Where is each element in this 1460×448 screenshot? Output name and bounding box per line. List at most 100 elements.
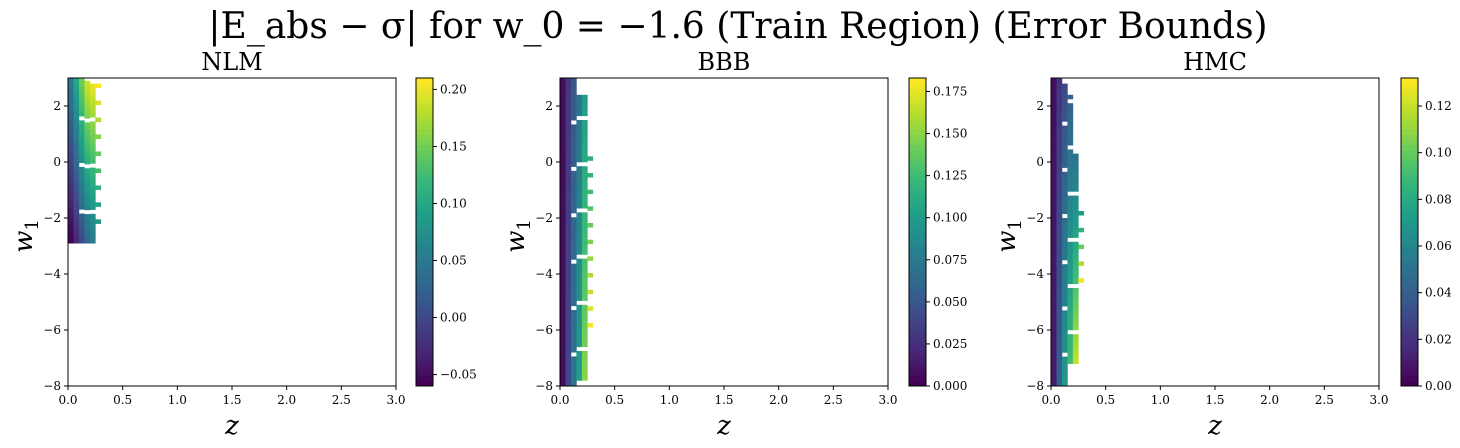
heatmap-cell	[1067, 351, 1074, 356]
heatmap-cell	[581, 288, 588, 293]
heatmap-cell	[565, 310, 572, 315]
colorbar-band	[1401, 144, 1418, 151]
heatmap-cell	[565, 352, 572, 357]
heatmap-cells-hmc	[1051, 78, 1085, 387]
colorbar-band	[416, 329, 433, 336]
heatmap-cell	[560, 196, 566, 201]
heatmap-cell	[1051, 107, 1057, 113]
heatmap-cell	[1072, 271, 1079, 276]
heatmap-cell	[576, 321, 583, 327]
heatmap-cell	[68, 226, 74, 231]
heatmap-cell	[1056, 250, 1063, 256]
heatmap-cell	[565, 99, 572, 104]
y-label-sub: 1	[22, 219, 43, 230]
heatmap-cell	[84, 180, 91, 186]
y-tick-label: 2	[1036, 99, 1044, 113]
heatmap-cell	[1051, 272, 1057, 277]
heatmap-cell	[1051, 141, 1057, 146]
colorbar-band	[416, 196, 433, 202]
colorbar-band	[1401, 93, 1418, 100]
heatmap-cell	[1072, 162, 1079, 167]
colorbar-band	[416, 334, 433, 341]
heatmap-cell	[581, 355, 588, 360]
heatmap-cell	[1061, 209, 1068, 215]
heatmap-cell	[560, 141, 566, 146]
heatmap-cell	[68, 192, 74, 197]
heatmap-cell	[570, 208, 577, 214]
heatmap-cell	[565, 364, 572, 370]
heatmap-cell	[1072, 317, 1079, 322]
heatmap-cell	[1067, 304, 1074, 310]
heatmap-cell	[576, 103, 583, 108]
colorbar-band	[909, 293, 926, 300]
heatmap-cell	[1051, 280, 1057, 286]
heatmap-cell	[1051, 284, 1057, 290]
heatmap-cell	[560, 225, 566, 231]
heatmap-cell	[576, 136, 583, 142]
heatmap-cell	[560, 170, 566, 176]
heatmap-cell	[560, 259, 566, 264]
heatmap-cell	[560, 322, 566, 328]
colorbar-band	[909, 160, 926, 166]
y-tick-label: −4	[1026, 267, 1044, 281]
heatmap-cell	[68, 188, 74, 193]
heatmap-cell	[587, 156, 594, 161]
heatmap-cell	[560, 305, 566, 311]
heatmap-cell	[1072, 321, 1079, 327]
heatmap-cell	[576, 111, 583, 117]
heatmap-cell	[565, 149, 572, 155]
heatmap-cell	[1051, 124, 1057, 129]
heatmap-cell	[89, 171, 96, 177]
heatmap-cell	[73, 116, 80, 121]
heatmap-cell	[1072, 174, 1079, 180]
heatmap-cell	[565, 318, 572, 324]
colorbar-band	[909, 262, 926, 269]
heatmap-cell	[570, 280, 577, 286]
heatmap-cell	[576, 351, 583, 356]
heatmap-cell	[1056, 137, 1063, 142]
heatmap-cell	[1067, 132, 1074, 138]
heatmap-cell	[565, 280, 572, 286]
heatmap-cell	[1061, 163, 1068, 168]
x-tick-label: 3.0	[386, 393, 405, 407]
heatmap-cell	[1067, 271, 1074, 276]
heatmap-cell	[587, 206, 594, 211]
colorbar-band	[1401, 160, 1418, 166]
x-tick-label: 1.5	[222, 393, 241, 407]
x-tick-label: 0.0	[1041, 393, 1060, 407]
heatmap-cell	[570, 373, 577, 378]
colorbar-band	[909, 344, 926, 351]
heatmap-cell	[581, 174, 588, 180]
heatmap-cell	[570, 314, 577, 319]
y-axis-label-hmc: w1	[992, 219, 1026, 253]
heatmap-cell	[1061, 230, 1068, 236]
heatmap-cell	[1067, 233, 1074, 238]
heatmap-cell	[68, 99, 74, 104]
colorbar-band	[1401, 319, 1418, 325]
heatmap-cell	[570, 90, 577, 96]
heatmap-cell	[570, 196, 577, 201]
heatmap-cell	[565, 343, 572, 349]
heatmap-cell	[565, 259, 572, 264]
heatmap-cell	[1061, 92, 1068, 97]
colorbar-band	[1401, 293, 1418, 300]
heatmap-cell	[73, 166, 80, 172]
heatmap-cell	[84, 234, 91, 240]
heatmap-cell	[73, 124, 80, 130]
colorbar-tick-label: 0.000	[933, 379, 967, 393]
colorbar-band	[909, 129, 926, 135]
colorbar-band	[416, 180, 433, 187]
heatmap-cell	[73, 171, 80, 176]
heatmap-cell	[581, 124, 588, 129]
heatmap-cell	[560, 343, 566, 349]
heatmap-cell	[1072, 241, 1079, 247]
heatmap-cell	[1067, 170, 1074, 175]
heatmap-cell	[560, 276, 566, 281]
heatmap-cell	[570, 94, 577, 100]
heatmap-cell	[570, 276, 577, 281]
heatmap-cell	[89, 121, 96, 126]
heatmap-cell	[1056, 103, 1063, 108]
heatmap-cell	[560, 158, 566, 163]
heatmap-cell	[78, 226, 85, 231]
colorbar-band	[1401, 329, 1418, 336]
